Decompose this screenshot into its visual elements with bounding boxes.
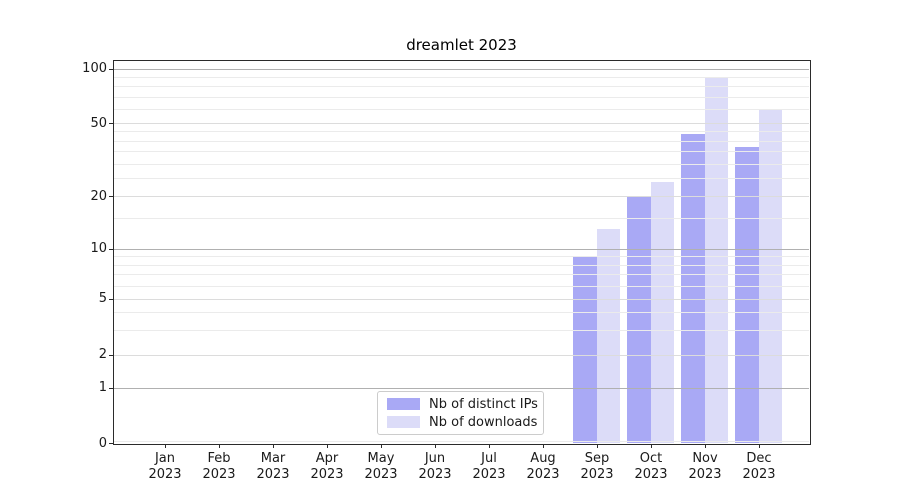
major-gridline-10 — [114, 248, 809, 250]
y-tick-label-0: 0 — [98, 435, 107, 451]
bar-oct-distinct-ips — [627, 196, 651, 443]
legend-swatch-distinct-ips-icon — [387, 398, 420, 410]
minor-gridline-near-zero — [114, 440, 809, 442]
x-tick-label-jul: Jul 2023 — [472, 451, 506, 482]
bar-sep-downloads — [597, 229, 620, 443]
minor-gridline-40 — [114, 140, 809, 142]
x-tick-mark-dec — [759, 444, 760, 448]
y-tick-mark-50 — [109, 123, 113, 124]
x-tick-mark-mar — [273, 444, 274, 448]
x-tick-label-jan: Jan 2023 — [148, 451, 182, 482]
x-tick-label-jun: Jun 2023 — [418, 451, 452, 482]
bar-dec-distinct-ips — [735, 147, 759, 443]
legend: Nb of distinct IPs Nb of downloads — [377, 391, 544, 435]
y-tick-mark-0 — [109, 443, 113, 444]
y-tick-label-1: 1 — [98, 380, 107, 395]
y-tick-label-2: 2 — [98, 347, 107, 362]
x-tick-label-aug: Aug 2023 — [526, 451, 560, 482]
y-tick-mark-100 — [109, 68, 113, 70]
x-tick-label-sep: Sep 2023 — [580, 451, 614, 482]
minor-gridline-35 — [114, 151, 809, 153]
chart-title: dreamlet 2023 — [406, 36, 517, 54]
minor-gridline-6 — [114, 285, 809, 287]
minor-gridline-7 — [114, 274, 809, 276]
x-tick-mark-oct — [651, 444, 652, 448]
y-tick-label-50: 50 — [90, 115, 107, 131]
gridline-20 — [114, 196, 809, 197]
minor-gridline-45 — [114, 131, 809, 133]
x-tick-label-feb: Feb 2023 — [202, 451, 236, 482]
y-tick-mark-5 — [109, 298, 113, 300]
bar-sep-distinct-ips — [573, 256, 597, 443]
minor-gridline-8 — [114, 264, 809, 266]
y-tick-mark-1 — [109, 387, 113, 389]
x-tick-label-may: May 2023 — [364, 451, 398, 482]
x-tick-label-mar: Mar 2023 — [256, 451, 290, 482]
x-tick-mark-nov — [705, 444, 706, 448]
x-tick-label-oct: Oct 2023 — [634, 451, 668, 482]
y-tick-label-20: 20 — [90, 188, 107, 204]
minor-gridline-90 — [114, 76, 809, 78]
major-gridline-100 — [114, 68, 809, 70]
gridline-50 — [114, 123, 809, 124]
minor-gridline-3 — [114, 329, 809, 331]
bar-dec-downloads — [759, 109, 782, 443]
legend-item-downloads: Nb of downloads — [387, 415, 543, 430]
minor-gridline-30 — [114, 163, 809, 165]
y-tick-label-10: 10 — [90, 241, 107, 256]
minor-gridline-25 — [114, 178, 809, 180]
legend-item-distinct-ips: Nb of distinct IPs — [387, 397, 543, 412]
x-tick-mark-feb — [219, 444, 220, 448]
legend-label-downloads: Nb of downloads — [429, 414, 538, 430]
x-tick-mark-apr — [327, 444, 328, 448]
gridline-2 — [114, 354, 809, 356]
x-tick-mark-jun — [435, 444, 436, 448]
y-tick-mark-2 — [109, 354, 113, 356]
minor-gridline-15 — [114, 217, 809, 219]
x-tick-label-dec: Dec 2023 — [742, 451, 776, 482]
x-tick-label-apr: Apr 2023 — [310, 451, 344, 482]
minor-gridline-80 — [114, 86, 809, 88]
x-tick-mark-aug — [543, 444, 544, 448]
minor-gridline-70 — [114, 96, 809, 98]
minor-gridline-60 — [114, 108, 809, 110]
gridline-5 — [114, 298, 809, 300]
bar-nov-distinct-ips — [681, 133, 705, 443]
y-tick-mark-20 — [109, 196, 113, 197]
y-tick-label-100: 100 — [82, 61, 107, 76]
x-tick-mark-jul — [489, 444, 490, 448]
legend-swatch-downloads-icon — [387, 416, 420, 428]
bar-nov-downloads — [705, 77, 728, 443]
minor-gridline-9 — [114, 256, 809, 258]
y-tick-mark-10 — [109, 248, 113, 250]
major-gridline-1 — [114, 387, 809, 389]
y-tick-label-5: 5 — [98, 291, 107, 307]
x-tick-label-nov: Nov 2023 — [688, 451, 722, 482]
x-tick-mark-jan — [165, 444, 166, 448]
x-tick-mark-sep — [597, 444, 598, 448]
legend-label-distinct-ips: Nb of distinct IPs — [429, 396, 538, 412]
minor-gridline-4 — [114, 312, 809, 314]
x-tick-mark-may — [381, 444, 382, 448]
